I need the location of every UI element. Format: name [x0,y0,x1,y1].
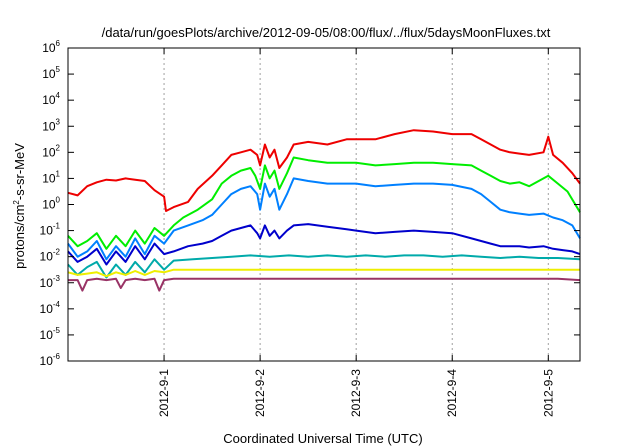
series-line-7 [68,277,581,292]
x-tick-label: 2012-9-1 [157,369,171,417]
y-tick-label: 10-1 [40,222,61,238]
y-tick-label: 10-6 [40,352,61,368]
y-axis-label-sup: 2 [12,200,21,205]
y-tick-label: 10-4 [40,300,61,316]
x-tick-label: 2012-9-4 [445,369,459,417]
y-tick-label: 10-5 [40,326,61,342]
y-tick-label: 104 [42,91,60,107]
x-tick-label: 2012-9-2 [253,369,267,417]
y-axis-ticks: 106 105 104 103 102 101 100 10-1 10-2 10-3 10-4 10-… [40,39,580,368]
x-tick-label: 2012-9-5 [541,369,555,417]
y-tick-label: 102 [42,143,60,159]
y-axis-label-part: protons/cm [12,205,27,269]
plot-frame [67,47,581,362]
y-tick-label: 103 [42,117,60,133]
series-line-3 [67,177,581,261]
series-line-4 [67,223,581,266]
series-line-2 [67,156,581,250]
y-axis-label: protons/cm2-s-sr-MeV [12,143,27,269]
series-line-5 [67,254,581,279]
x-tick-label: 2012-9-3 [349,369,363,417]
series-line-1 [67,129,581,212]
y-tick-label: 10-3 [40,274,61,290]
series-line-6 [67,268,580,278]
x-axis-label: Coordinated Universal Time (UTC) [223,431,422,446]
y-tick-label: 100 [42,196,60,212]
series-lines [67,129,581,292]
y-tick-label: 101 [42,169,60,185]
y-tick-label: 10-2 [40,248,61,264]
y-tick-label: 105 [42,65,60,81]
y-tick-label: 106 [42,39,60,55]
chart-title: /data/run/goesPlots/archive/2012-09-05/0… [102,25,551,40]
y-axis-label-part: -s-sr-MeV [12,143,27,200]
x-axis-ticks: 2012-9-1 2012-9-2 2012-9-3 2012-9-4 2012-9-5 [157,48,555,417]
